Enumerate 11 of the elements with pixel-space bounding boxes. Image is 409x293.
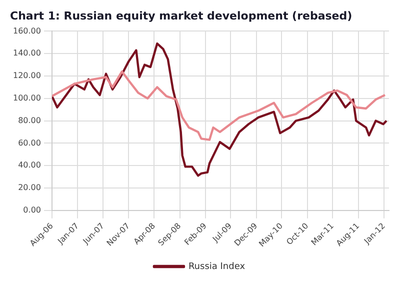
y-tick-label: 120.00 xyxy=(12,71,41,80)
y-tick-label: 140.00 xyxy=(12,48,41,58)
y-tick-label: 100.00 xyxy=(12,93,41,102)
y-tick-label: 0.00 xyxy=(23,205,41,214)
y-tick-label: 20.00 xyxy=(18,183,41,192)
y-tick-label: 80.00 xyxy=(18,116,41,125)
y-tick-label: 60.00 xyxy=(18,138,41,148)
y-tick-label: 160.00 xyxy=(12,26,41,36)
chart-title: Chart 1: Russian equity market development (rebased) xyxy=(10,9,352,22)
y-tick-label: 40.00 xyxy=(18,160,41,170)
legend-label: Russia Index xyxy=(188,262,246,272)
